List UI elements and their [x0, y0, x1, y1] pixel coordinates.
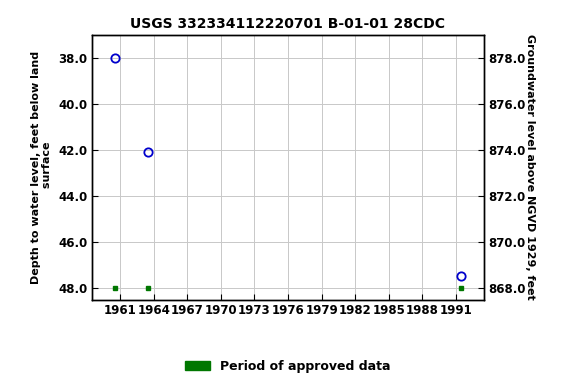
Title: USGS 332334112220701 B-01-01 28CDC: USGS 332334112220701 B-01-01 28CDC [131, 17, 445, 31]
Y-axis label: Depth to water level, feet below land
 surface: Depth to water level, feet below land su… [31, 50, 52, 284]
Y-axis label: Groundwater level above NGVD 1929, feet: Groundwater level above NGVD 1929, feet [525, 34, 535, 300]
Legend: Period of approved data: Period of approved data [180, 355, 396, 378]
